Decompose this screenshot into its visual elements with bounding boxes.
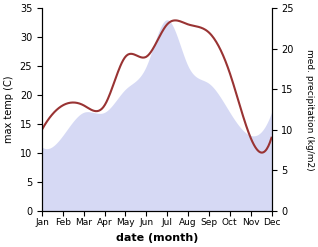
Y-axis label: med. precipitation (kg/m2): med. precipitation (kg/m2) xyxy=(305,49,314,170)
Y-axis label: max temp (C): max temp (C) xyxy=(4,76,14,143)
X-axis label: date (month): date (month) xyxy=(115,233,198,243)
